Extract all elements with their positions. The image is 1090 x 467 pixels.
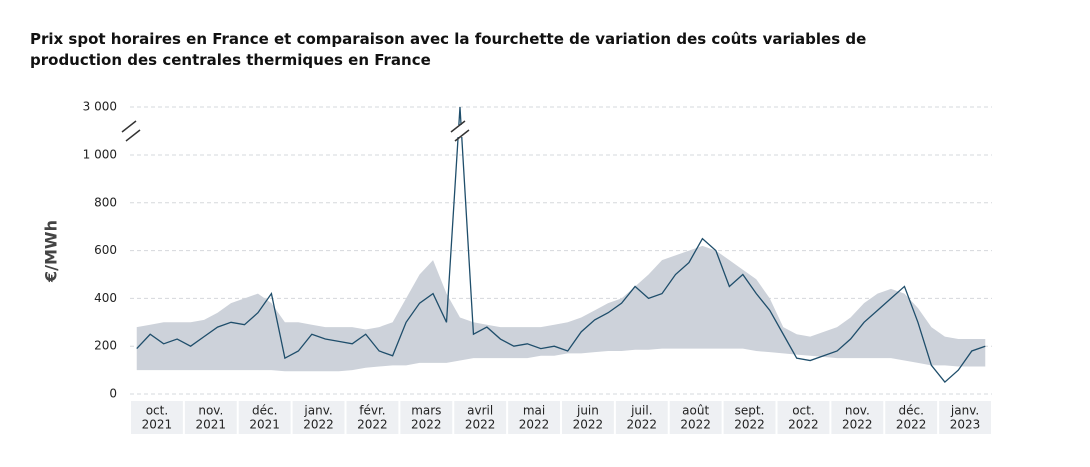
x-tick-label: juin xyxy=(576,404,599,418)
y-tick-label: 3 000 xyxy=(83,100,117,114)
x-tick-label: 2022 xyxy=(627,418,658,432)
x-tick-label: 2023 xyxy=(950,418,981,432)
x-tick-label: 2022 xyxy=(734,418,765,432)
x-category-cell xyxy=(292,401,345,434)
y-axis-label: €/MWh xyxy=(42,220,61,283)
x-tick-label: oct. xyxy=(792,404,814,418)
x-tick-label: mars xyxy=(411,404,441,418)
x-tick-label: 2021 xyxy=(196,418,227,432)
x-tick-label: 2022 xyxy=(465,418,496,432)
x-tick-label: 2022 xyxy=(896,418,927,432)
x-tick-label: 2022 xyxy=(573,418,604,432)
y-tick-label: 1 000 xyxy=(83,148,117,162)
cost-range-band xyxy=(136,245,986,372)
chart-title: Prix spot horaires en France et comparai… xyxy=(30,30,867,69)
x-tick-label: 2022 xyxy=(680,418,711,432)
x-tick-label: déc. xyxy=(252,404,277,418)
x-tick-label: févr. xyxy=(359,404,385,418)
x-category-cell xyxy=(562,401,614,434)
y-tick-label: 800 xyxy=(94,195,117,209)
x-category-cell xyxy=(777,401,830,434)
x-category-cell xyxy=(885,401,938,434)
x-tick-label: sept. xyxy=(735,404,765,418)
x-tick-label: mai xyxy=(523,404,545,418)
x-category-cell xyxy=(939,401,991,434)
y-tick-label: 400 xyxy=(94,291,117,305)
x-tick-label: 2022 xyxy=(303,418,334,432)
x-category-cell xyxy=(723,401,776,434)
x-category-cell xyxy=(346,401,399,434)
axis-break xyxy=(125,129,141,142)
x-tick-label: 2021 xyxy=(249,418,280,432)
x-tick-label: 2022 xyxy=(519,418,550,432)
x-tick-label: 2021 xyxy=(142,418,173,432)
axis-break-gap xyxy=(123,125,139,137)
axis-break xyxy=(121,120,137,133)
y-tick-label: 200 xyxy=(94,339,117,353)
x-category-cell xyxy=(508,401,560,434)
axis-break-gap xyxy=(451,125,468,137)
x-tick-label: nov. xyxy=(845,404,870,418)
x-tick-label: 2022 xyxy=(788,418,819,432)
price-line xyxy=(136,106,986,383)
x-category-cell xyxy=(131,401,183,434)
x-tick-label: 2022 xyxy=(842,418,873,432)
x-tick-label: nov. xyxy=(198,404,223,418)
x-category-cell xyxy=(454,401,507,434)
x-tick-label: 2022 xyxy=(411,418,442,432)
x-category-cell xyxy=(184,401,237,434)
x-category-cell xyxy=(831,401,884,434)
axis-break xyxy=(454,129,470,142)
x-category-cell xyxy=(238,401,291,434)
x-tick-label: août xyxy=(682,404,709,418)
y-tick-label: 0 xyxy=(109,387,117,401)
x-tick-label: avril xyxy=(467,404,493,418)
x-category-cell xyxy=(669,401,722,434)
x-tick-label: janv. xyxy=(950,404,979,418)
x-category-cell xyxy=(615,401,668,434)
x-category-cell xyxy=(400,401,453,434)
x-tick-label: déc. xyxy=(898,404,923,418)
x-tick-label: janv. xyxy=(303,404,332,418)
x-tick-label: juil. xyxy=(630,404,652,418)
y-tick-label: 600 xyxy=(94,243,117,257)
axis-break xyxy=(450,120,466,133)
x-tick-label: 2022 xyxy=(357,418,388,432)
x-tick-label: oct. xyxy=(146,404,168,418)
